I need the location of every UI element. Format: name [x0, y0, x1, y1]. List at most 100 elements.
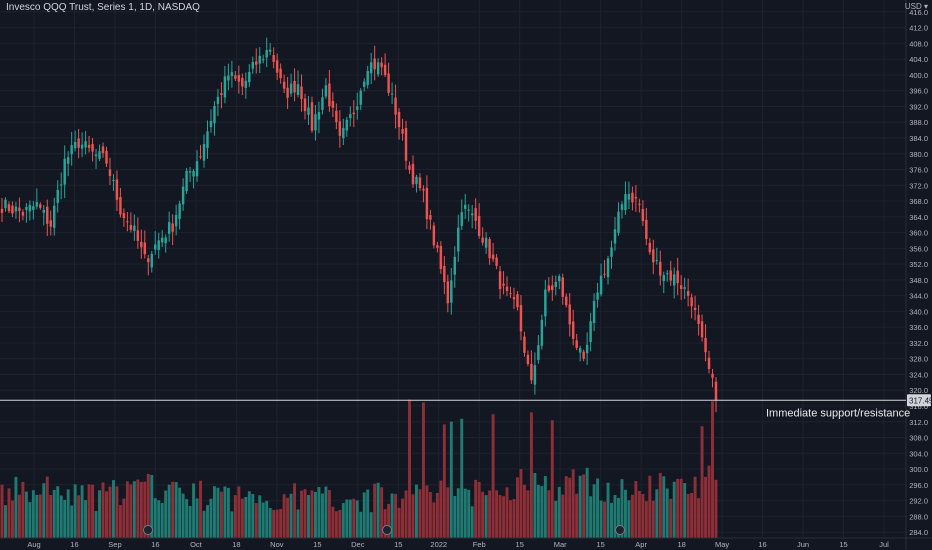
time-tick-label: Sep [108, 540, 121, 549]
volume-bar [362, 492, 366, 538]
candle-body [373, 58, 376, 70]
volume-bar [206, 505, 209, 538]
candle-body [394, 97, 397, 115]
volume-bar [620, 479, 624, 538]
volume-bar [185, 499, 189, 538]
volume-bar [258, 495, 262, 538]
volume-bar [35, 494, 39, 538]
candle-body [70, 145, 73, 155]
candle-body [112, 179, 115, 181]
volume-bar [610, 502, 613, 538]
candle-body [610, 247, 613, 257]
dividend-marker-icon[interactable] [382, 525, 392, 535]
candle-body [523, 336, 526, 353]
volume-bar [66, 489, 70, 538]
volume-bar [21, 481, 25, 538]
candle-body [380, 62, 383, 68]
volume-bar [439, 480, 443, 538]
candle-body [84, 141, 87, 148]
volume-bar [98, 490, 101, 538]
volume-bar [519, 468, 523, 538]
candle-body [223, 76, 227, 98]
volume-bar [418, 489, 422, 538]
volume-bar [460, 418, 464, 538]
volume-bar [571, 469, 575, 538]
volume-bar [279, 508, 283, 538]
volume-bar [300, 490, 303, 538]
price-tick-label: 312.0 [909, 418, 928, 427]
time-tick-label: Dec [351, 540, 365, 549]
time-tick-label: Jul [879, 540, 889, 549]
candle-body [335, 110, 338, 123]
volume-bar [390, 493, 394, 538]
volume-bar [554, 500, 558, 538]
volume-bar [463, 488, 467, 538]
volume-bar [115, 486, 119, 538]
volume-bar [122, 498, 126, 538]
candle-body [436, 245, 439, 248]
dividend-marker-icon[interactable] [615, 525, 625, 535]
volume-bar [240, 498, 244, 538]
candle-body [592, 300, 596, 323]
candle-body [4, 199, 7, 209]
time-tick-label: May [715, 540, 729, 549]
volume-bar [697, 498, 701, 538]
time-tick-label: 16 [70, 540, 78, 549]
candle-body [105, 150, 108, 164]
time-axis[interactable]: Aug 16 Sep 16 Oct 18 Nov 15 Dec 15 2022 Feb 15 Mar 15 A… [27, 540, 889, 549]
volume-bar [157, 500, 161, 538]
candle-body [596, 292, 599, 300]
candle-body [672, 274, 676, 286]
candle-body [164, 237, 167, 244]
volume-bar [665, 488, 669, 538]
candle-body [286, 87, 289, 98]
time-tick-label: Nov [270, 540, 284, 549]
volume-bar [477, 481, 481, 538]
volume-bar [404, 490, 408, 538]
volume-bar [73, 484, 77, 538]
volume-bar [341, 503, 345, 538]
candle-body [220, 93, 223, 95]
candle-body [133, 225, 136, 232]
dividend-marker-icon[interactable] [143, 525, 153, 535]
price-tick-label: 316.0 [909, 402, 928, 411]
volume-bar [533, 473, 537, 538]
volume-bar [4, 505, 7, 538]
volume-bar [111, 480, 115, 538]
volume-bar [181, 493, 185, 538]
candle-body [115, 179, 119, 200]
price-axis[interactable]: 284.0 288.0 292.0 296.0 300.0 304.0 308.0 312.0… [909, 8, 928, 537]
currency-selector[interactable]: USD ▾ [905, 2, 928, 11]
price-tick-label: 392.0 [909, 102, 928, 111]
volume-bar [307, 495, 310, 538]
candle-body [432, 225, 436, 246]
candle-body [620, 204, 624, 210]
volume-bar [331, 506, 335, 538]
candle-body [561, 277, 564, 297]
volume-bar [683, 483, 687, 538]
symbol-title[interactable]: Invesco QQQ Trust, Series 1, 1D, NASDAQ [6, 2, 200, 13]
volume-bar [505, 487, 509, 538]
volume-bar [526, 490, 530, 538]
candle-body [87, 144, 91, 148]
candle-body [310, 102, 314, 131]
candle-body [178, 203, 181, 219]
volume-bar [247, 491, 251, 538]
volume-bar [547, 490, 551, 538]
volume-bar [648, 475, 652, 538]
time-tick-label: 15 [313, 540, 321, 549]
candle-body [167, 222, 171, 234]
candle-body [108, 169, 112, 177]
volume-bar [369, 512, 373, 538]
price-tick-label: 328.0 [909, 355, 928, 364]
price-tick-label: 376.0 [909, 166, 928, 175]
candle-body [46, 206, 49, 224]
symbol-name: Invesco QQQ Trust, Series 1, 1D, NASDAQ [6, 2, 200, 13]
candle-body [307, 107, 310, 115]
candle-body [453, 256, 456, 275]
volume-bar [693, 476, 697, 538]
candle-body [429, 215, 432, 220]
time-tick-label: 2022 [430, 540, 447, 549]
volume-bar [77, 495, 81, 538]
